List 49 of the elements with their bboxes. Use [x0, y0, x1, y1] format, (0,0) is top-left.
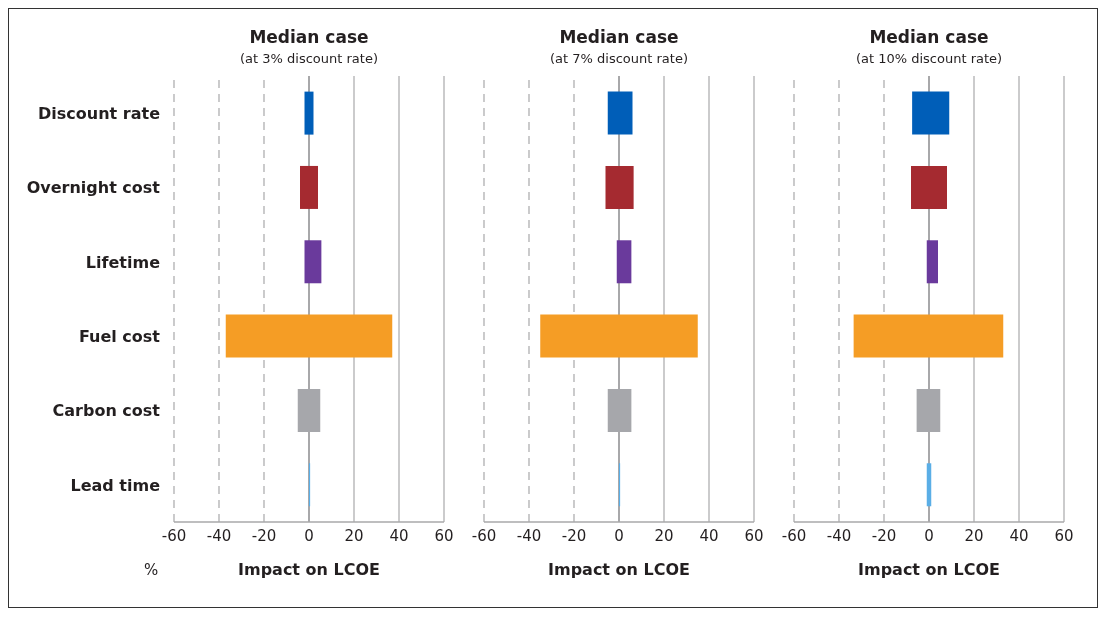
x-tick-label: 0: [304, 526, 314, 545]
x-tick-label: 60: [1054, 526, 1074, 545]
y-tick-label: Lifetime: [85, 252, 161, 272]
y-tick-label: Fuel cost: [78, 326, 161, 346]
bar: [607, 91, 633, 135]
x-tick-label: 60: [434, 526, 454, 545]
bar: [926, 240, 938, 284]
bar: [540, 314, 698, 358]
x-tick-label: -40: [516, 526, 542, 545]
x-axis-title: Impact on LCOE: [857, 560, 1001, 579]
x-tick-label: -40: [826, 526, 852, 545]
y-tick-label: Discount rate: [38, 103, 161, 123]
bar: [912, 91, 950, 135]
chart-subtitle: (at 3% discount rate): [239, 51, 379, 66]
bar: [911, 165, 947, 209]
chart-title: Median case: [248, 27, 370, 47]
y-tick-label: Lead time: [70, 475, 161, 495]
x-axis-title: Impact on LCOE: [547, 560, 691, 579]
bar: [304, 240, 322, 284]
chart-title: Median case: [558, 27, 680, 47]
bar: [304, 91, 314, 135]
x-tick-label: 60: [744, 526, 764, 545]
bar: [225, 314, 393, 358]
x-tick-label: 0: [924, 526, 934, 545]
chart-subtitle: (at 7% discount rate): [549, 51, 689, 66]
x-tick-label: 20: [654, 526, 674, 545]
x-tick-label: 40: [699, 526, 719, 545]
x-tick-label: 0: [614, 526, 624, 545]
text: %: [144, 561, 159, 579]
x-tick-label: 40: [1009, 526, 1029, 545]
chart-subtitle: (at 10% discount rate): [854, 51, 1004, 66]
x-tick-label: -20: [561, 526, 587, 545]
x-tick-label: -60: [781, 526, 807, 545]
bar: [616, 240, 632, 284]
x-tick-label: 20: [344, 526, 364, 545]
bar: [300, 165, 318, 209]
x-tick-label: 20: [964, 526, 984, 545]
y-tick-label: Overnight cost: [26, 178, 161, 198]
bar: [605, 165, 634, 209]
x-tick-label: -40: [206, 526, 232, 545]
x-tick-label: -20: [251, 526, 277, 545]
y-tick-label: Carbon cost: [52, 401, 161, 421]
x-tick-label: -60: [471, 526, 497, 545]
chart-title: Median case: [868, 27, 990, 47]
x-tick-label: 40: [389, 526, 409, 545]
bar: [853, 314, 1004, 358]
x-axis-title: Impact on LCOE: [237, 560, 381, 579]
x-tick-label: -60: [161, 526, 187, 545]
x-tick-label: -20: [871, 526, 897, 545]
